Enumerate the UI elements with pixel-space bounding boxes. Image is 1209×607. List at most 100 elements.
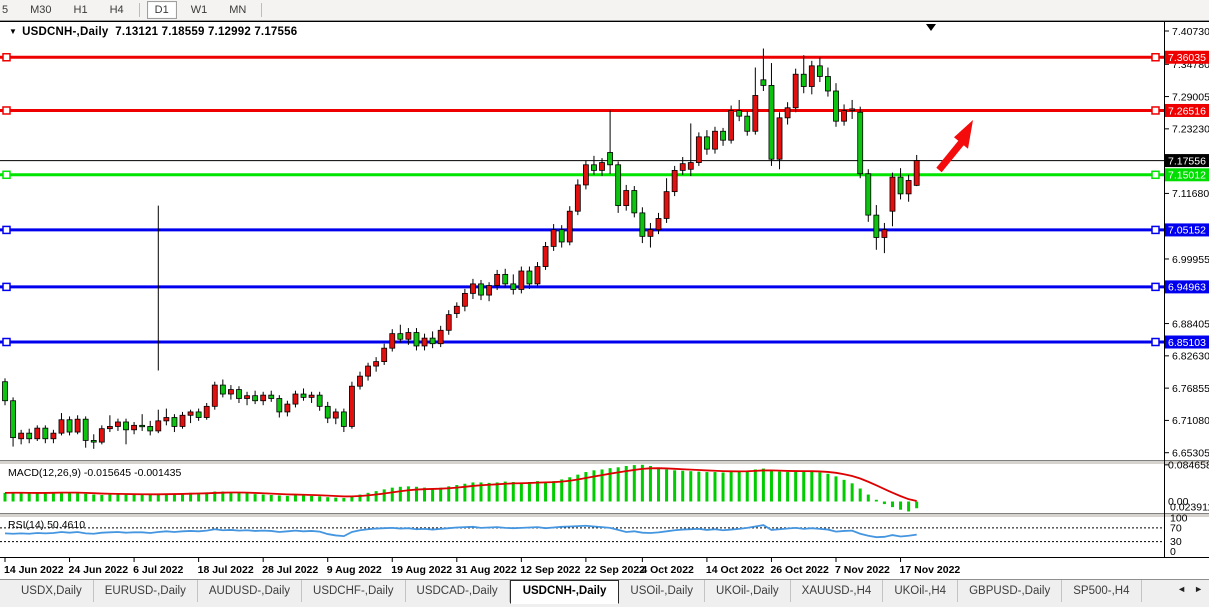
macd-histogram-bar [721,472,725,502]
macd-histogram-bar [43,492,47,502]
price-tick-label: 7.11680 [1172,188,1209,200]
macd-histogram-bar [705,472,709,502]
macd-histogram-bar [180,493,184,502]
macd-histogram-bar [818,472,822,502]
rsi-pane[interactable]: RSI(14) 50.4610 [0,519,1164,543]
candle-body [195,411,202,418]
symbol-tab-gbpusd-daily[interactable]: GBPUSD-,Daily [958,580,1063,602]
macd-histogram-bar [390,487,394,502]
macd-histogram-bar [519,482,523,502]
macd-histogram-bar [745,470,749,502]
candle-body [849,108,856,111]
macd-histogram-bar [447,486,451,502]
candle-body [421,337,428,347]
candle-body [639,212,646,237]
symbol-tab-xauusd-h4[interactable]: XAUUSD-,H4 [791,580,884,602]
date-label: 19 Aug 2022 [391,564,452,576]
macd-histogram-bar [318,496,322,502]
sr-line-handle-left-support-blue-2[interactable] [2,282,11,292]
sr-line-resistance-1[interactable] [0,53,1164,62]
macd-histogram-bar [374,491,378,502]
sr-line-resistance-2[interactable] [0,106,1164,115]
sr-line-handle-right-support-green[interactable] [1151,170,1160,180]
chart-dropdown-icon[interactable]: ▼ [9,27,18,36]
sr-line-handle-right-resistance-2[interactable] [1151,106,1160,115]
candle-body [623,190,630,207]
macd-histogram-bar [237,492,241,502]
price-tick-label: 6.88405 [1172,318,1209,330]
timeframe-button-m30[interactable]: M30 [30,4,52,16]
timeframe-button-mn[interactable]: MN [229,4,247,16]
sr-line-support-green[interactable] [0,170,1164,180]
candle-body [252,395,259,402]
timeframe-button-w1[interactable]: W1 [190,4,208,16]
date-label: 17 Nov 2022 [900,564,961,576]
candle-body [905,180,912,195]
candle-body [381,347,388,362]
macd-histogram-bar [382,489,386,502]
symbol-tab-usdcnh-daily[interactable]: USDCNH-,Daily [509,580,620,604]
symbol-tab-ukoil-h4[interactable]: UKOil-,H4 [883,580,959,602]
timeframe-button-h1[interactable]: H1 [73,4,88,16]
date-label: 6 Jul 2022 [133,564,183,576]
candle-body [744,115,751,132]
timeframe-button-5[interactable]: 5 [2,4,9,16]
symbol-tab-usoil-daily[interactable]: USOil-,Daily [619,580,706,602]
timeframe-button-h4[interactable]: H4 [109,4,124,16]
macd-histogram-bar [576,474,580,502]
candle-body [106,426,113,430]
sr-line-handle-left-support-green[interactable] [2,170,11,180]
sr-line-handle-left-resistance-2[interactable] [2,106,11,115]
macd-histogram-bar [535,481,539,502]
tab-scroll-right-icon[interactable]: ► [1194,584,1203,594]
symbol-tab-audusd-daily[interactable]: AUDUSD-,Daily [198,580,303,602]
symbol-tab-usdcad-daily[interactable]: USDCAD-,Daily [406,580,510,602]
candle-body [300,393,307,398]
tab-scroll-left-icon[interactable]: ◄ [1177,584,1187,594]
symbol-tab-usdx-daily[interactable]: USDX,Daily [10,580,94,602]
chart-canvas[interactable]: 7.407307.347807.290057.232307.116806.999… [0,21,1209,578]
candle-body [881,229,888,238]
sr-line-support-blue-3[interactable] [0,337,1164,347]
sr-line-support-blue-1[interactable] [0,225,1164,235]
macd-histogram-bar [648,465,652,502]
macd-histogram-bar [19,492,23,502]
macd-histogram-bar [608,468,612,502]
candle-body [510,283,517,290]
symbol-tab-usdchf-daily[interactable]: USDCHF-,Daily [302,580,406,602]
symbol-tab-eurusd-daily[interactable]: EURUSD-,Daily [94,580,198,602]
price-badge-bg [1165,335,1209,349]
candle-body [445,314,452,331]
price-badge-bg [1165,103,1209,117]
sr-line-handle-left-support-blue-1[interactable] [2,225,11,235]
macd-histogram-bar [471,482,475,502]
candle-body [34,427,41,440]
pane-divider-1[interactable] [0,460,1209,464]
candle-body [728,110,735,141]
macd-histogram-bar [59,491,63,502]
timeframe-button-d1[interactable]: D1 [146,1,177,19]
macd-pane[interactable]: MACD(12,26,9) -0.015645 -0.001435 [3,464,919,512]
symbol-tab-sp500-h4[interactable]: SP500-,H4 [1062,580,1142,602]
pane-divider-2[interactable] [0,513,1209,517]
macd-histogram-bar [35,493,39,502]
sr-line-handle-left-support-blue-3[interactable] [2,337,11,347]
macd-histogram-bar [27,493,31,502]
candle-body [429,337,436,345]
sr-line-handle-right-support-blue-3[interactable] [1151,337,1160,347]
sr-line-handle-right-resistance-1[interactable] [1151,53,1160,62]
macd-histogram-bar [116,494,120,502]
sr-line-support-blue-2[interactable] [0,282,1164,292]
macd-histogram-bar [205,492,209,502]
candle-body [82,418,89,441]
symbol-tab-ukoil-daily[interactable]: UKOil-,Daily [705,580,791,602]
candles-layer[interactable] [2,48,920,449]
sr-line-handle-right-support-blue-1[interactable] [1151,225,1160,235]
macd-histogram-bar [503,481,507,502]
sr-line-handle-right-support-blue-2[interactable] [1151,282,1160,292]
trend-arrow-annotation[interactable] [936,120,973,173]
candle-body [889,176,896,212]
shift-marker-icon [926,24,936,31]
sr-line-handle-left-resistance-1[interactable] [2,53,11,62]
